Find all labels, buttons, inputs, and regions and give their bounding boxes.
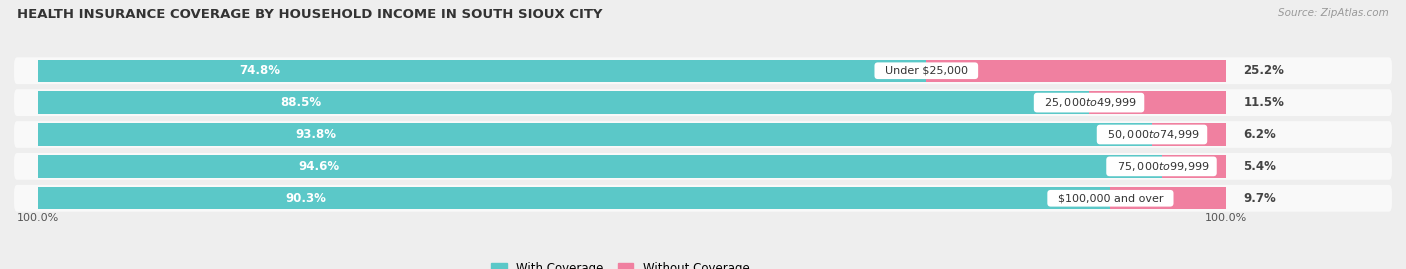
Text: 88.5%: 88.5% (280, 96, 321, 109)
Bar (1161, 155, 1226, 178)
FancyBboxPatch shape (14, 89, 1392, 116)
FancyBboxPatch shape (14, 185, 1392, 212)
Bar (1111, 187, 1226, 210)
FancyBboxPatch shape (14, 121, 1392, 148)
Bar (38, 59, 927, 82)
Text: $25,000 to $49,999: $25,000 to $49,999 (1038, 96, 1140, 109)
Text: 90.3%: 90.3% (285, 192, 326, 205)
Text: $50,000 to $74,999: $50,000 to $74,999 (1099, 128, 1204, 141)
Text: 93.8%: 93.8% (295, 128, 337, 141)
Bar (927, 59, 1226, 82)
Text: 11.5%: 11.5% (1243, 96, 1284, 109)
Bar (38, 187, 1111, 210)
Text: 74.8%: 74.8% (239, 64, 280, 77)
Text: 100.0%: 100.0% (17, 213, 59, 223)
Text: 6.2%: 6.2% (1243, 128, 1277, 141)
FancyBboxPatch shape (14, 153, 1392, 180)
Text: $100,000 and over: $100,000 and over (1050, 193, 1170, 203)
Legend: With Coverage, Without Coverage: With Coverage, Without Coverage (486, 258, 754, 269)
FancyBboxPatch shape (14, 57, 1392, 84)
Bar (38, 123, 1152, 146)
Bar (1152, 123, 1226, 146)
Text: 5.4%: 5.4% (1243, 160, 1277, 173)
Bar (1090, 91, 1226, 114)
Text: 100.0%: 100.0% (1205, 213, 1247, 223)
Text: 25.2%: 25.2% (1243, 64, 1284, 77)
Text: 9.7%: 9.7% (1243, 192, 1277, 205)
Text: Under $25,000: Under $25,000 (877, 66, 974, 76)
Text: HEALTH INSURANCE COVERAGE BY HOUSEHOLD INCOME IN SOUTH SIOUX CITY: HEALTH INSURANCE COVERAGE BY HOUSEHOLD I… (17, 8, 602, 21)
Text: 94.6%: 94.6% (298, 160, 339, 173)
Text: Source: ZipAtlas.com: Source: ZipAtlas.com (1278, 8, 1389, 18)
Text: $75,000 to $99,999: $75,000 to $99,999 (1109, 160, 1213, 173)
Bar (38, 155, 1161, 178)
Bar (38, 91, 1090, 114)
